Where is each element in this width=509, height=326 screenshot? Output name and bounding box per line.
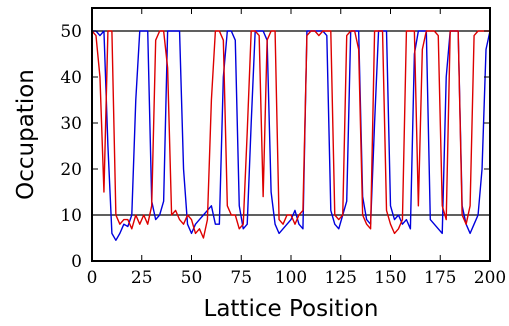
x-tick-label: 100 (275, 268, 307, 288)
x-axis-title: Lattice Position (204, 296, 379, 322)
series-line-2 (91, 30, 490, 239)
x-tick-labels: 0 25 50 75 100 125 150 175 200 (87, 268, 507, 288)
x-tick-label: 25 (131, 268, 153, 288)
x-tick-label: 75 (230, 268, 252, 288)
x-tick-label: 50 (181, 268, 203, 288)
x-tick-label: 200 (474, 268, 506, 288)
y-tick-label: 50 (60, 22, 82, 42)
x-tick-label: 0 (87, 268, 98, 288)
y-tick-label: 40 (60, 68, 82, 88)
y-tick-label: 20 (60, 160, 82, 180)
series-layer (91, 30, 491, 242)
y-tick-labels: 0 10 20 30 40 50 (60, 22, 82, 272)
x-tick-label: 125 (325, 268, 357, 288)
y-axis-title: Occupation (13, 69, 39, 200)
axis-ticks (91, 8, 491, 262)
y-tick-label: 30 (60, 114, 82, 134)
y-tick-label: 0 (71, 252, 82, 272)
series-line-1 (92, 30, 491, 242)
plot-frame (91, 7, 491, 262)
y-tick-label: 10 (60, 206, 82, 226)
x-tick-label: 150 (374, 268, 406, 288)
x-tick-label: 175 (424, 268, 456, 288)
